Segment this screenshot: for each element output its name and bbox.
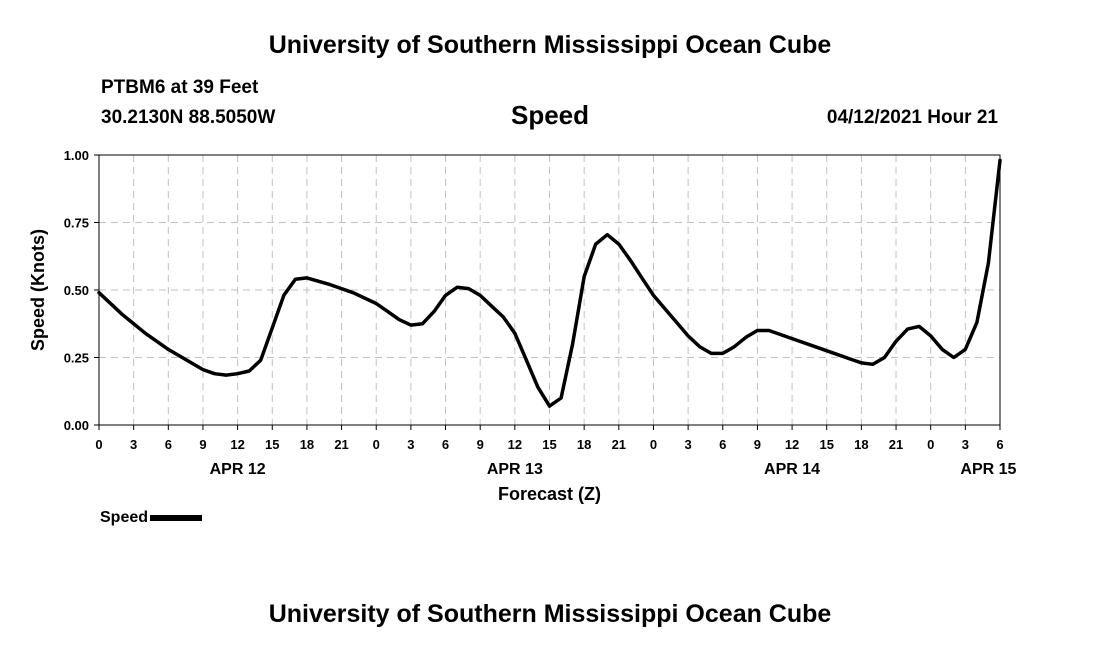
x-tick-label: 15 — [542, 437, 556, 452]
x-tick-label: 0 — [927, 437, 934, 452]
x-tick-label: 0 — [373, 437, 380, 452]
y-axis-title: Speed (Knots) — [28, 229, 48, 351]
x-tick-label: 9 — [477, 437, 484, 452]
date-label: APR 12 — [210, 461, 266, 478]
coordinates-label: 30.2130N 88.5050W — [101, 107, 276, 128]
x-tick-label: 6 — [165, 437, 172, 452]
page-title: University of Southern Mississippi Ocean… — [268, 31, 832, 59]
date-label: APR 13 — [487, 461, 543, 478]
x-tick-label: 18 — [300, 437, 314, 452]
x-tick-label: 6 — [996, 437, 1003, 452]
x-tick-label: 12 — [785, 437, 799, 452]
legend: Speed — [100, 509, 203, 527]
y-tick-label: 0.75 — [64, 216, 89, 231]
x-tick-label: 21 — [612, 437, 626, 452]
x-tick-label: 3 — [962, 437, 969, 452]
x-tick-label: 21 — [334, 437, 348, 452]
x-tick-label: 15 — [819, 437, 833, 452]
footer-title: University of Southern Mississippi Ocean… — [268, 600, 832, 628]
x-tick-label: 18 — [854, 437, 868, 452]
x-tick-label: 3 — [684, 437, 691, 452]
x-axis-title: Forecast (Z) — [498, 484, 601, 504]
x-tick-label: 9 — [199, 437, 206, 452]
y-tick-label: 0.00 — [64, 418, 89, 433]
station-label: PTBM6 at 39 Feet — [101, 77, 259, 98]
legend-label: Speed — [100, 509, 149, 526]
date-label: APR 15 — [960, 461, 1016, 478]
x-tick-label: 21 — [889, 437, 903, 452]
chart-title: Speed — [510, 100, 590, 130]
x-tick-label: 3 — [407, 437, 414, 452]
x-tick-label: 6 — [442, 437, 449, 452]
x-tick-label: 6 — [719, 437, 726, 452]
x-tick-label: 15 — [265, 437, 279, 452]
speed-series-line — [97, 158, 1002, 408]
y-tick-label: 0.25 — [64, 351, 89, 366]
x-tick-label: 0 — [650, 437, 657, 452]
y-tick-label: 0.50 — [64, 283, 89, 298]
x-tick-label: 12 — [508, 437, 522, 452]
x-tick-label: 9 — [754, 437, 761, 452]
x-tick-label: 0 — [95, 437, 102, 452]
x-tick-label: 18 — [577, 437, 591, 452]
y-tick-label: 1.00 — [64, 148, 89, 163]
datetime-label: 04/12/2021 Hour 21 — [826, 107, 998, 128]
x-tick-label: 12 — [230, 437, 244, 452]
legend-line-swatch — [150, 515, 203, 521]
x-tick-label: 3 — [130, 437, 137, 452]
date-label: APR 14 — [764, 461, 820, 478]
